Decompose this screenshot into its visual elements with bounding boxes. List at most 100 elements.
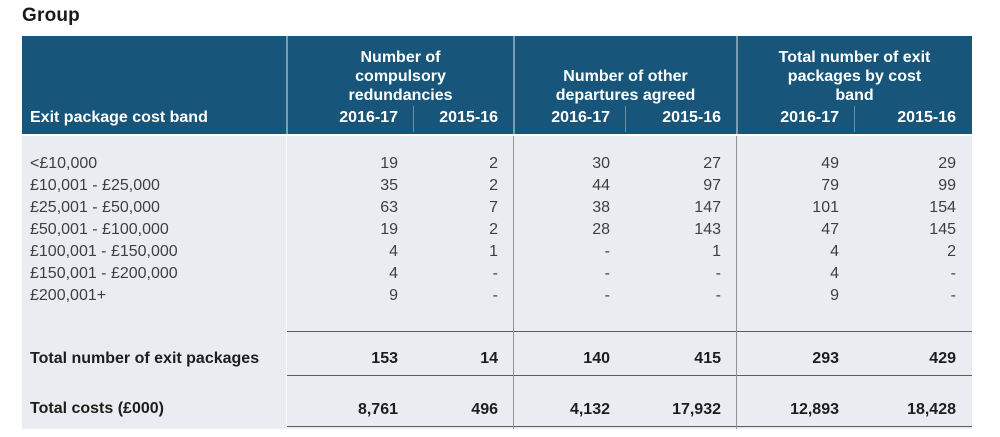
cell-value: 4 — [830, 243, 839, 260]
cost-band-label: £200,001+ — [30, 287, 107, 304]
totals-value: 293 — [737, 331, 855, 376]
group-header-label: Number of other departures agreed — [555, 68, 696, 104]
totals-value: 496 — [414, 390, 514, 427]
header-group-divider — [286, 36, 288, 134]
year-header: 2015-16 — [897, 109, 956, 126]
group-header-compulsory-redundancies: Number of compulsory redundancies — [287, 36, 514, 106]
cell-value: 38 — [592, 199, 610, 216]
cost-band-label: £25,001 - £50,000 — [30, 199, 160, 216]
table-row: £25,001 - £50,000 63 7 38 147 101 154 — [22, 197, 972, 219]
label-column-divider — [286, 136, 287, 429]
table-row: <£10,000 19 2 30 27 49 29 — [22, 153, 972, 175]
cell-value: 27 — [703, 155, 721, 172]
cell-value: 154 — [929, 199, 956, 216]
header-year-divider — [625, 106, 626, 132]
table-body: <£10,000 19 2 30 27 49 29 £10,001 - £25,… — [22, 136, 972, 429]
data-rows: <£10,000 19 2 30 27 49 29 £10,001 - £25,… — [22, 153, 972, 307]
group-header-label: Total number of exit packages by cost ba… — [778, 49, 931, 104]
cell-value: 49 — [821, 155, 839, 172]
table-row: £200,001+ 9 - - - 9 - — [22, 285, 972, 307]
cell-value: - — [492, 265, 498, 282]
cell-value: 2 — [489, 155, 498, 172]
table-row: £100,001 - £150,000 4 1 - 1 4 2 — [22, 241, 972, 263]
cell-value: 1 — [712, 243, 721, 260]
cell-value: - — [715, 287, 721, 304]
cell-value: - — [492, 287, 498, 304]
totals-label-costs: Total costs (£000) — [30, 400, 164, 417]
totals-value: 12,893 — [737, 390, 855, 427]
cell-value: 7 — [489, 199, 498, 216]
cost-band-label: <£10,000 — [30, 155, 98, 172]
cost-band-label: £10,001 - £25,000 — [30, 177, 160, 194]
table-row: £150,001 - £200,000 4 - - - 4 - — [22, 263, 972, 285]
group-divider — [736, 136, 737, 429]
group-header-total-by-cost-band: Total number of exit packages by cost ba… — [737, 36, 972, 106]
exit-packages-table: Exit package cost band Number of compuls… — [22, 36, 972, 429]
totals-row-costs: Total costs (£000) 8,761 496 4,132 17,93… — [22, 390, 972, 427]
page-title: Group — [22, 5, 80, 26]
cell-value: 19 — [380, 155, 398, 172]
totals-value: 4,132 — [514, 390, 626, 427]
totals-row-packages: Total number of exit packages 153 14 140… — [22, 331, 972, 376]
cell-value: 99 — [938, 177, 956, 194]
cell-value: 79 — [821, 177, 839, 194]
year-header: 2016-17 — [339, 109, 398, 126]
year-header: 2015-16 — [662, 109, 721, 126]
column-header-cost-band: Exit package cost band — [30, 109, 208, 126]
cell-value: 44 — [592, 177, 610, 194]
year-header: 2015-16 — [439, 109, 498, 126]
group-divider — [513, 136, 514, 429]
cell-value: 9 — [830, 287, 839, 304]
header-group-divider — [513, 36, 515, 134]
year-header: 2016-17 — [551, 109, 610, 126]
totals-value: 14 — [414, 331, 514, 376]
cell-value: 145 — [929, 221, 956, 238]
table-row: £10,001 - £25,000 35 2 44 97 79 99 — [22, 175, 972, 197]
year-header: 2016-17 — [780, 109, 839, 126]
cell-value: - — [950, 265, 956, 282]
cost-band-label: £150,001 - £200,000 — [30, 265, 178, 282]
cell-value: 101 — [812, 199, 839, 216]
header-group-divider — [736, 36, 738, 134]
cell-value: 47 — [821, 221, 839, 238]
cell-value: 143 — [694, 221, 721, 238]
spacer — [22, 307, 972, 331]
group-header-other-departures: Number of other departures agreed — [514, 36, 737, 106]
group-header-label: Number of compulsory redundancies — [348, 49, 453, 104]
cell-value: - — [604, 243, 610, 260]
totals-value: 17,932 — [626, 390, 737, 427]
spacer — [22, 376, 972, 390]
cell-value: 4 — [389, 265, 398, 282]
header-year-divider — [854, 106, 855, 132]
cell-value: 2 — [489, 221, 498, 238]
cell-value: - — [715, 265, 721, 282]
totals-value: 415 — [626, 331, 737, 376]
cost-band-label: £50,001 - £100,000 — [30, 221, 169, 238]
totals-value: 18,428 — [855, 390, 972, 427]
cell-value: 97 — [703, 177, 721, 194]
table-header: Exit package cost band Number of compuls… — [22, 36, 972, 134]
cell-value: - — [604, 265, 610, 282]
cell-value: 19 — [380, 221, 398, 238]
cell-value: 2 — [947, 243, 956, 260]
cell-value: 4 — [389, 243, 398, 260]
cell-value: 147 — [694, 199, 721, 216]
cell-value: - — [604, 287, 610, 304]
cell-value: 30 — [592, 155, 610, 172]
cell-value: 35 — [380, 177, 398, 194]
cell-value: 28 — [592, 221, 610, 238]
totals-value: 429 — [855, 331, 972, 376]
cell-value: 4 — [830, 265, 839, 282]
table-row: £50,001 - £100,000 19 2 28 143 47 145 — [22, 219, 972, 241]
totals-value: 153 — [287, 331, 414, 376]
cell-value: 63 — [380, 199, 398, 216]
header-year-divider — [413, 106, 414, 132]
cost-band-label: £100,001 - £150,000 — [30, 243, 178, 260]
totals-value: 140 — [514, 331, 626, 376]
cell-value: 9 — [389, 287, 398, 304]
totals-label-packages: Total number of exit packages — [30, 350, 260, 367]
cell-value: 29 — [938, 155, 956, 172]
cell-value: - — [950, 287, 956, 304]
cell-value: 2 — [489, 177, 498, 194]
